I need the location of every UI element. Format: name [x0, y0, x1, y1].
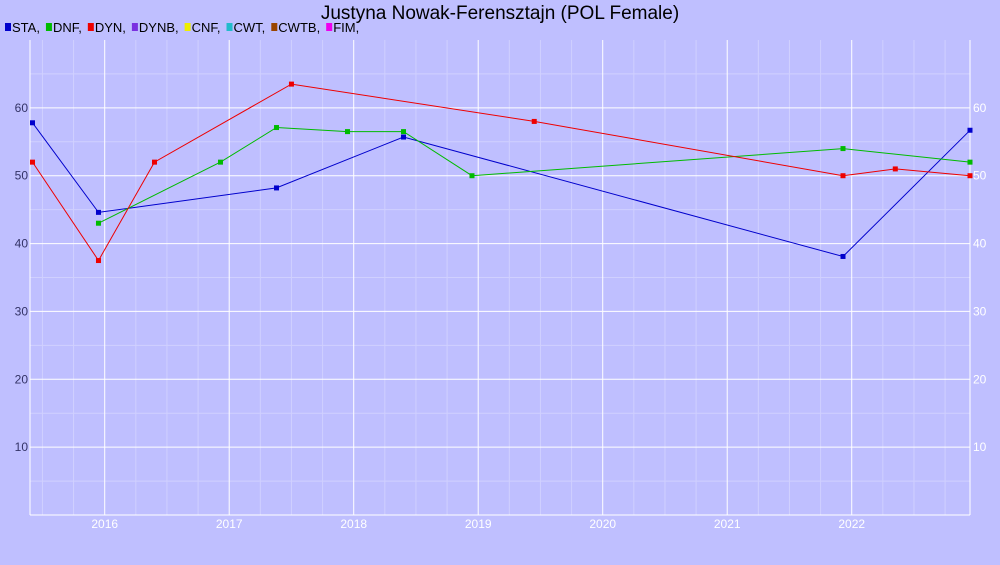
legend-label-dyn: DYN, [95, 20, 126, 35]
data-point-dyn [892, 166, 898, 172]
x-tick-label: 2022 [838, 517, 865, 531]
data-point-dyn [29, 159, 35, 165]
legend-label-fim: FIM, [333, 20, 359, 35]
data-point-sta [95, 209, 101, 215]
x-tick-label: 2017 [216, 517, 243, 531]
data-point-dnf [217, 159, 223, 165]
legend-swatch-dnf [45, 23, 52, 31]
series-markers [29, 81, 973, 264]
data-point-dnf [401, 129, 407, 135]
x-tick-label: 2021 [714, 517, 741, 531]
minor-grid [30, 40, 970, 515]
data-point-dyn [95, 258, 101, 264]
data-point-dyn [288, 81, 294, 87]
legend-label-dnf: DNF, [53, 20, 82, 35]
y-tick-label-left: 30 [15, 304, 29, 318]
data-point-dnf [840, 146, 846, 152]
data-point-sta [967, 127, 973, 133]
legend: STA, DNF, DYN, DYNB, CNF, CWT, CWTB, FIM, [5, 20, 359, 35]
legend-swatch-cnf [184, 23, 191, 31]
y-tick-label-left: 40 [15, 237, 29, 251]
y-tick-label-left: 10 [15, 440, 29, 454]
x-tick-label: 2016 [91, 517, 118, 531]
x-tick-label: 2019 [465, 517, 492, 531]
data-point-sta [29, 120, 35, 126]
y-tick-label-right: 20 [973, 372, 987, 386]
data-point-sta [840, 253, 846, 259]
series-line-dyn [32, 83, 971, 262]
legend-label-sta: STA, [12, 20, 40, 35]
axes [29, 40, 971, 516]
data-point-dyn [531, 118, 537, 124]
data-point-sta [274, 185, 280, 191]
series-lines [32, 83, 971, 262]
legend-label-dynb: DYNB, [139, 20, 179, 35]
y-tick-label-left: 50 [15, 169, 29, 183]
series-line-dnf [98, 126, 971, 224]
legend-label-cnf: CNF, [192, 20, 221, 35]
chart-title: Justyna Nowak-Ferensztajn (POL Female) [321, 3, 679, 24]
data-point-dnf [95, 220, 101, 226]
data-point-dnf [274, 125, 280, 131]
data-point-dyn [840, 173, 846, 179]
data-point-dnf [344, 129, 350, 135]
legend-swatch-dyn [87, 23, 94, 31]
y-tick-label-right: 40 [973, 237, 987, 251]
legend-label-cwt: CWT, [234, 20, 266, 35]
y-tick-label-left: 60 [15, 101, 29, 115]
legend-swatch-sta [5, 23, 11, 31]
data-point-dnf [469, 173, 475, 179]
data-point-dnf [967, 159, 973, 165]
legend-swatch-fim [326, 23, 333, 31]
legend-label-cwtb: CWTB, [278, 20, 320, 35]
y-tick-label-right: 50 [973, 169, 987, 183]
legend-swatch-cwt [226, 23, 233, 31]
data-point-dyn [967, 173, 973, 179]
data-point-dyn [152, 159, 158, 165]
legend-swatch-dynb [131, 23, 138, 31]
y-tick-label-right: 60 [973, 101, 987, 115]
legend-swatch-cwtb [271, 23, 278, 31]
x-tick-label: 2020 [589, 517, 616, 531]
y-tick-label-left: 20 [15, 372, 29, 386]
x-tick-label: 2018 [340, 517, 367, 531]
series-line-sta [32, 122, 971, 258]
y-tick-label-right: 10 [973, 440, 987, 454]
y-tick-label-right: 30 [973, 304, 987, 318]
major-grid [30, 40, 970, 515]
data-point-sta [401, 134, 407, 140]
